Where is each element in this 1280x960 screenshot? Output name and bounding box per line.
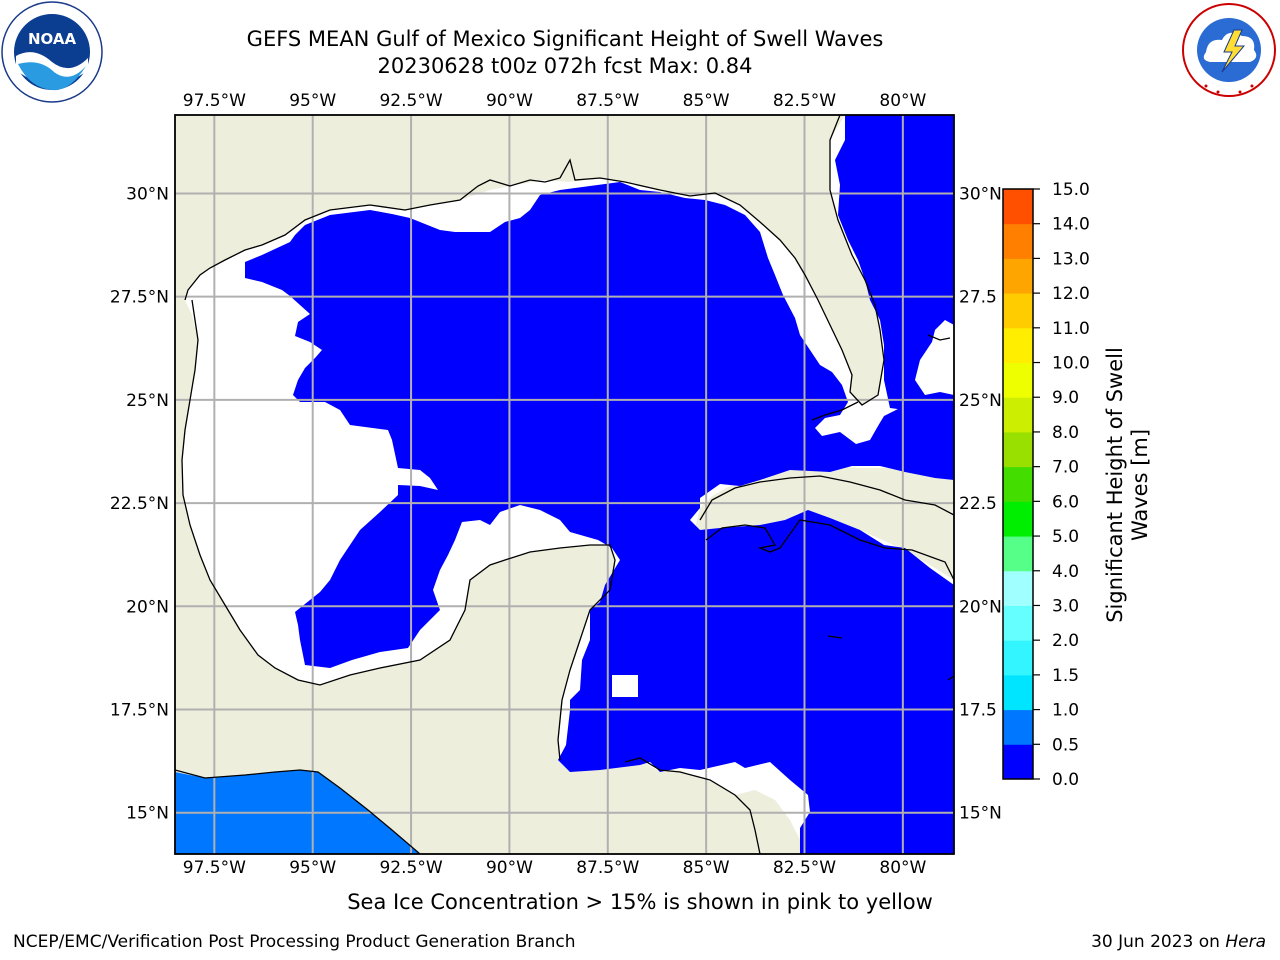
lon-tick-label: 90°W [486, 858, 533, 878]
colorbar-segment [1003, 640, 1033, 676]
colorbar-tick-label: 11.0 [1052, 319, 1090, 339]
colorbar-segment [1003, 466, 1033, 502]
lat-tick-label: 20°N [126, 597, 169, 617]
colorbar-tick-label: 9.0 [1052, 388, 1079, 408]
lat-tick-label: 22.5°N [110, 494, 169, 514]
lon-tick-label: 85°W [683, 91, 730, 111]
colorbar-tick-label: 4.0 [1052, 562, 1079, 582]
colorbar-tick-label: 13.0 [1052, 249, 1090, 269]
colorbar-segment [1003, 674, 1033, 711]
lon-tick-label: 92.5°W [379, 858, 442, 878]
lon-tick-label: 82.5°W [773, 858, 836, 878]
lat-tick-label: 15°N [959, 804, 1002, 824]
lon-tick-label: 85°W [683, 858, 730, 878]
colorbar-segment [1003, 431, 1033, 468]
noaa-logo-text: NOAA [28, 30, 77, 48]
colorbar-label-line1: Significant Height of Swell [1103, 347, 1127, 623]
colorbar-segment [1003, 362, 1033, 398]
gridlines [175, 115, 954, 854]
lon-tick-label: 90°W [486, 91, 533, 111]
colorbar-tick-label: 2.0 [1052, 631, 1079, 651]
colorbar-segment [1003, 536, 1033, 572]
lon-tick-label: 80°W [879, 858, 926, 878]
chart-title: GEFS MEAN Gulf of Mexico Significant Hei… [246, 27, 884, 51]
colorbar-tick-label: 1.0 [1052, 701, 1079, 721]
colorbar-tick-label: 0.0 [1052, 770, 1079, 790]
colorbar-tick-label: 3.0 [1052, 596, 1079, 616]
colorbar-tick-label: 0.5 [1052, 735, 1079, 755]
producer-credit: NCEP/EMC/Verification Post Processing Pr… [13, 932, 576, 952]
colorbar-segment [1003, 605, 1033, 641]
sea-ice-note: Sea Ice Concentration > 15% is shown in … [347, 890, 933, 914]
lat-tick-label: 30°N [126, 184, 169, 204]
colorbar-tick-label: 12.0 [1052, 284, 1090, 304]
colorbar-segment [1003, 223, 1033, 259]
colorbar-segment [1003, 501, 1033, 537]
noaa-logo: NOAA [1, 1, 103, 103]
colorbar-tick-label: 14.0 [1052, 215, 1090, 235]
lat-tick-label: 27.5 [959, 288, 997, 308]
colorbar-segment [1003, 189, 1033, 225]
lat-tick-label: 15°N [126, 804, 169, 824]
colorbar-tick-label: 15.0 [1052, 180, 1090, 200]
colorbar-tick-label: 5.0 [1052, 527, 1079, 547]
lon-tick-label: 97.5°W [183, 858, 246, 878]
nws-logo [1182, 3, 1276, 97]
lon-tick-label: 97.5°W [183, 91, 246, 111]
lat-tick-label: 17.5°N [110, 701, 169, 721]
lat-tick-labels-right: 30°N 27.5 25°N 22.5 20°N 17.5 15°N [959, 184, 1002, 823]
lat-tick-label: 20°N [959, 597, 1002, 617]
caribbean-nodata-patch [612, 675, 638, 697]
colorbar-label: Significant Height of Swell Waves [m] [1103, 347, 1152, 623]
colorbar-segment [1003, 709, 1033, 745]
lon-tick-label: 95°W [289, 858, 336, 878]
colorbar-tick-labels: 0.0 0.5 1.0 1.5 2.0 3.0 4.0 5.0 6.0 7.0 8.0 9.0 10.0… [1033, 180, 1090, 790]
lon-tick-label: 87.5°W [576, 858, 639, 878]
colorbar-tick-label: 7.0 [1052, 458, 1079, 478]
lon-tick-label: 82.5°W [773, 91, 836, 111]
generation-date: 30 Jun 2023 on Hera [1091, 932, 1266, 952]
colorbar-segment [1003, 570, 1033, 606]
gulf-swell-region [245, 182, 954, 854]
colorbar-segment [1003, 397, 1033, 433]
colorbar-label-line2: Waves [m] [1128, 429, 1152, 541]
lat-tick-label: 17.5 [959, 701, 997, 721]
host-name: Hera [1225, 932, 1266, 952]
chart-subtitle: 20230628 t00z 072h fcst Max: 0.84 [377, 54, 753, 78]
lon-tick-label: 95°W [289, 91, 336, 111]
lat-tick-label: 30°N [959, 184, 1002, 204]
colorbar [1003, 189, 1033, 780]
colorbar-tick-label: 6.0 [1052, 492, 1079, 512]
lat-tick-labels-left: 30°N 27.5°N 25°N 22.5°N 20°N 17.5°N 15°N [110, 184, 169, 823]
atlantic-swell-region [835, 115, 954, 410]
lat-tick-label: 27.5°N [110, 288, 169, 308]
lon-tick-labels-bottom: 97.5°W 95°W 92.5°W 90°W 87.5°W 85°W 82.5°W 80°W [183, 858, 927, 878]
map-area [175, 115, 954, 854]
colorbar-segment [1003, 293, 1033, 329]
map-frame [174, 114, 955, 855]
lat-tick-label: 25°N [959, 391, 1002, 411]
lon-tick-label: 92.5°W [379, 91, 442, 111]
lat-tick-label: 22.5 [959, 494, 997, 514]
colorbar-segment [1003, 258, 1033, 294]
coastlines [175, 115, 954, 854]
lon-tick-label: 80°W [879, 91, 926, 111]
colorbar-tick-label: 1.5 [1052, 666, 1079, 686]
colorbar-segment [1003, 744, 1033, 780]
colorbar-tick-label: 8.0 [1052, 423, 1079, 443]
colorbar-frame [1002, 188, 1034, 780]
colorbar-tick-label: 10.0 [1052, 354, 1090, 374]
lon-tick-label: 87.5°W [576, 91, 639, 111]
generation-date-text: 30 Jun 2023 on [1091, 932, 1226, 952]
lat-tick-label: 25°N [126, 391, 169, 411]
lon-tick-labels-top: 97.5°W 95°W 92.5°W 90°W 87.5°W 85°W 82.5°W 80°W [183, 91, 927, 111]
colorbar-segment [1003, 327, 1033, 364]
